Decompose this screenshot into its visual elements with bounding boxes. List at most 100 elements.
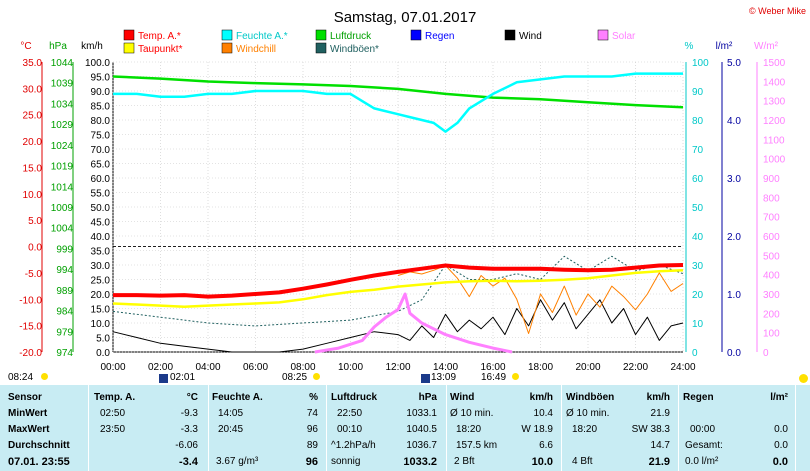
axis-tick-temp: -15.0: [19, 322, 42, 333]
axis-tick-wind: 90.0: [91, 87, 111, 98]
axis-tick-temp: -5.0: [25, 269, 43, 280]
x-tick-label: 06:00: [243, 362, 268, 373]
axis-tick-humidity: 60: [692, 174, 704, 185]
axis-tick-rain: 4.0: [727, 116, 741, 127]
legend-swatch: [597, 29, 609, 41]
header-sensor: Sensor: [8, 392, 42, 403]
axis-tick-pressure: 989: [56, 286, 73, 297]
axis-tick-temp: 10.0: [23, 190, 43, 201]
avg-rain: 0.0: [774, 440, 788, 451]
min-hum-time: 14:05: [218, 408, 244, 419]
series-line-solar: [314, 292, 513, 354]
min-gust: 21.9: [650, 408, 670, 419]
axis-tick-wind: 65.0: [91, 160, 111, 171]
sunset-icon: [512, 373, 519, 380]
series-line-windben: [112, 255, 684, 327]
axis-tick-solar: 500: [763, 251, 780, 262]
axis-tick-solar: 100: [763, 329, 780, 340]
x-tick-label: 22:00: [623, 362, 648, 373]
table-divider: [678, 385, 679, 471]
axis-tick-wind: 5.0: [96, 334, 110, 345]
moon-phase-icon: [421, 374, 430, 383]
x-tick-label: 24:00: [670, 362, 695, 373]
legend-swatch: [123, 29, 135, 41]
axis-tick-humidity: 90: [692, 87, 704, 98]
legend-swatch: [315, 42, 327, 54]
axis-tick-temp: 15.0: [23, 163, 43, 174]
legend-label: Windchill: [236, 44, 276, 55]
max-wind: W 18.9: [521, 424, 553, 435]
x-tick-label: 02:00: [148, 362, 173, 373]
noon-sun-icon: [313, 373, 320, 380]
x-tick-label: 00:00: [100, 362, 125, 373]
axis-tick-wind: 85.0: [91, 102, 111, 113]
axis-tick-wind: 55.0: [91, 189, 111, 200]
axis-tick-humidity: 30: [692, 261, 704, 272]
table-divider: [561, 385, 562, 471]
table-divider: [208, 385, 209, 471]
axis-unit-pressure: hPa: [49, 41, 67, 52]
credit-label: © Weber Mike: [749, 6, 806, 16]
series-line-luftdruck: [112, 75, 684, 109]
max-gust-time: 18:20: [572, 424, 598, 435]
axis-tick-temp: 30.0: [23, 84, 43, 95]
axis-tick-pressure: 1029: [51, 120, 74, 131]
axis-tick-humidity: 80: [692, 116, 704, 127]
avg-wind-distance: 157.5 km: [456, 440, 498, 451]
header-temp: Temp. A.: [94, 392, 136, 403]
axis-tick-pressure: 974: [56, 348, 73, 359]
axis-tick-humidity: 70: [692, 145, 704, 156]
axis-tick-rain: 2.0: [727, 232, 741, 243]
axis-unit-humidity: %: [685, 41, 694, 52]
header-wind-unit: km/h: [529, 392, 553, 403]
axis-tick-humidity: 40: [692, 232, 704, 243]
axis-tick-wind: 45.0: [91, 218, 111, 229]
x-tick-label: 10:00: [338, 362, 363, 373]
series-line-feuchtea: [113, 72, 683, 133]
max-hum: 96: [306, 424, 318, 435]
axis-tick-wind: 20.0: [91, 290, 111, 301]
legend-label: Wind: [519, 31, 542, 42]
axis-tick-solar: 1200: [763, 116, 786, 127]
legend-label: Solar: [612, 31, 636, 42]
sunset-time: 16:49: [481, 372, 507, 383]
axis-tick-wind: 40.0: [91, 232, 111, 243]
moon-time-3: 13:09: [431, 372, 457, 383]
current-rain: 0.0: [772, 456, 788, 468]
moon-time-1: 02:01: [170, 372, 196, 383]
axis-tick-solar: 0: [763, 348, 769, 359]
axis-tick-wind: 10.0: [91, 319, 111, 330]
axis-tick-humidity: 100: [692, 58, 709, 69]
series-line-wind: [112, 299, 684, 353]
current-gust: 21.9: [648, 456, 670, 468]
table-divider: [326, 385, 327, 471]
x-tick-label: 16:00: [480, 362, 505, 373]
chart-title: Samstag, 07.01.2017: [334, 9, 477, 26]
max-gust: SW 38.3: [631, 424, 670, 435]
axis-unit-wind: km/h: [81, 41, 103, 52]
axis-unit-temp: °C: [20, 41, 31, 52]
legend-swatch: [123, 42, 135, 54]
axis-tick-wind: 30.0: [91, 261, 111, 272]
avg-gust: 14.7: [650, 440, 670, 451]
axis-tick-humidity: 50: [692, 203, 704, 214]
max-temp-time: 23:50: [100, 424, 126, 435]
min-temp-time: 02:50: [100, 408, 126, 419]
max-temp: -3.3: [180, 424, 198, 435]
row-avg-label: Durchschnitt: [8, 440, 70, 451]
axis-tick-wind: 50.0: [91, 203, 111, 214]
header-pressure-unit: hPa: [418, 392, 437, 403]
current-wind: 10.0: [531, 456, 553, 468]
header-humidity-unit: %: [309, 392, 318, 403]
axis-tick-solar: 700: [763, 213, 780, 224]
weather-chart: Samstag, 07.01.2017 © Weber Mike Temp. A…: [19, 6, 806, 373]
max-rain-time: 00:00: [690, 424, 716, 435]
axis-tick-wind: 100.0: [85, 58, 110, 69]
x-tick-label: 14:00: [433, 362, 458, 373]
axis-tick-solar: 1100: [763, 135, 785, 146]
row-max-label: MaxWert: [8, 424, 50, 435]
min-hum: 74: [306, 408, 318, 419]
axis-unit-solar: W/m²: [754, 41, 779, 52]
axis-tick-solar: 300: [763, 290, 780, 301]
axis-tick-wind: 75.0: [91, 131, 111, 142]
